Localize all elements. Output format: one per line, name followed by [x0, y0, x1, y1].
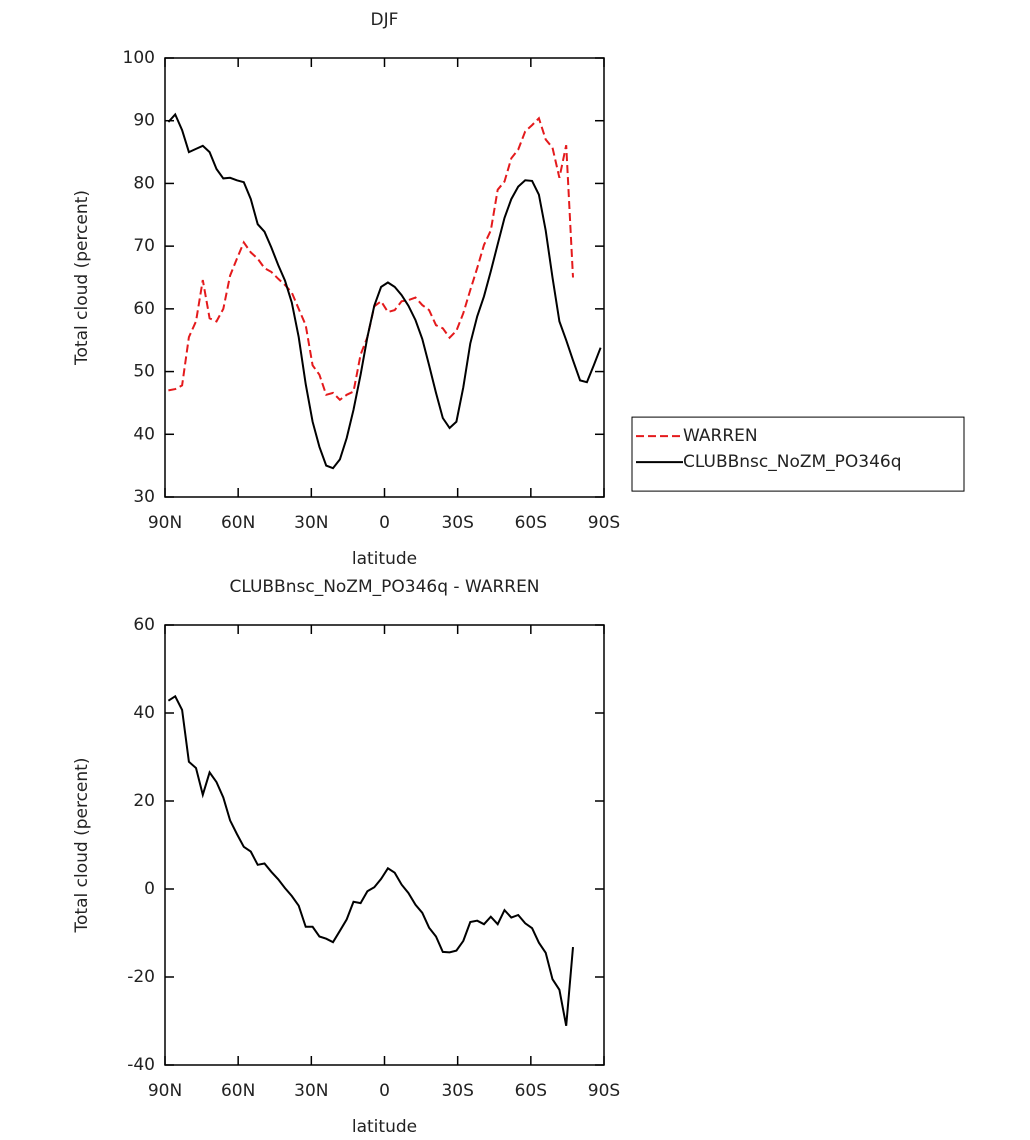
x-tick-label: 90N	[148, 513, 182, 533]
x-tick-label: 30S	[441, 513, 473, 533]
x-tick-label: 30S	[441, 1081, 473, 1101]
y-tick-label: 60	[133, 615, 155, 635]
x-tick-label: 60N	[221, 1081, 255, 1101]
x-tick-label: 30N	[294, 1081, 328, 1101]
y-tick-label: 60	[133, 299, 155, 319]
y-tick-label: -20	[127, 967, 155, 987]
y-tick-label: -40	[127, 1055, 155, 1075]
y-tick-label: 30	[133, 487, 155, 507]
y-axis-label: Total cloud (percent)	[72, 190, 92, 366]
y-tick-label: 80	[133, 173, 155, 193]
x-tick-label: 90S	[588, 513, 620, 533]
x-tick-label: 60N	[221, 513, 255, 533]
x-tick-label: 0	[379, 513, 390, 533]
data-line	[167, 694, 574, 1026]
plot-frame	[164, 57, 605, 498]
y-tick-label: 40	[133, 703, 155, 723]
data-line	[167, 112, 602, 470]
y-tick-label: 100	[123, 48, 155, 68]
y-tick-label: 90	[133, 111, 155, 131]
x-axis-label: latitude	[352, 1117, 417, 1137]
plot-frame	[164, 624, 605, 1066]
x-tick-label: 30N	[294, 513, 328, 533]
x-axis-label: latitude	[352, 549, 417, 569]
x-tick-label: 60S	[515, 513, 547, 533]
legend-label: CLUBBnsc_NoZM_PO346q	[683, 452, 902, 472]
y-tick-label: 50	[133, 362, 155, 382]
data-line	[168, 116, 574, 402]
x-tick-label: 90S	[588, 1081, 620, 1101]
legend-box	[631, 416, 965, 492]
chart-title: CLUBBnsc_NoZM_PO346q - WARREN	[229, 577, 539, 597]
y-tick-label: 40	[133, 424, 155, 444]
y-tick-label: 20	[133, 791, 155, 811]
legend-label: WARREN	[683, 426, 758, 446]
y-axis-label: Total cloud (percent)	[72, 758, 92, 934]
x-tick-label: 0	[379, 1081, 390, 1101]
y-tick-label: 0	[144, 879, 155, 899]
x-tick-label: 60S	[515, 1081, 547, 1101]
x-tick-label: 90N	[148, 1081, 182, 1101]
chart-title: DJF	[371, 10, 399, 30]
y-tick-label: 70	[133, 236, 155, 256]
